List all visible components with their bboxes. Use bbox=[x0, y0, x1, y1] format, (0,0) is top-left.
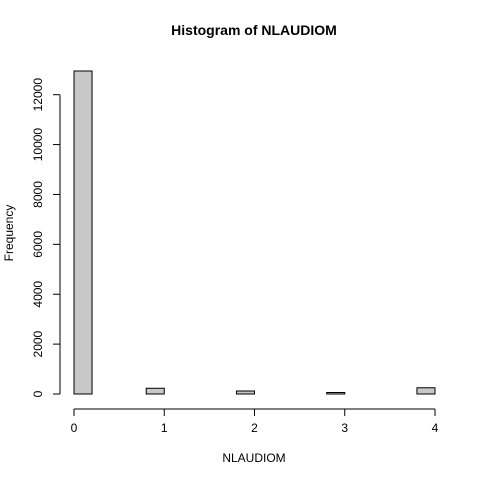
histogram-bar bbox=[145, 387, 165, 395]
y-tick-label: 6000 bbox=[31, 231, 45, 258]
y-tick-label: 0 bbox=[31, 390, 45, 397]
y-axis: 0 2000 4000 6000 8000 10000 12000 bbox=[31, 78, 61, 397]
bars-group bbox=[73, 70, 436, 395]
chart-title: Histogram of NLAUDIOM bbox=[171, 22, 337, 38]
y-tick-label: 4000 bbox=[31, 281, 45, 308]
x-axis: 0 1 2 3 4 bbox=[71, 408, 439, 435]
histogram-bar bbox=[326, 392, 346, 395]
histogram-bar bbox=[235, 390, 255, 395]
x-tick-label: 3 bbox=[341, 421, 348, 435]
y-tick-label: 12000 bbox=[31, 78, 45, 112]
x-tick-label: 2 bbox=[251, 421, 258, 435]
x-tick-label: 4 bbox=[432, 421, 439, 435]
y-tick-label: 10000 bbox=[31, 128, 45, 162]
x-axis-label: NLAUDIOM bbox=[222, 451, 285, 465]
y-axis-label: Frequency bbox=[2, 205, 16, 262]
x-tick-label: 0 bbox=[71, 421, 78, 435]
histogram-bar bbox=[73, 70, 93, 395]
x-tick-label: 1 bbox=[161, 421, 168, 435]
y-tick-label: 8000 bbox=[31, 181, 45, 208]
y-tick-label: 2000 bbox=[31, 330, 45, 357]
histogram-bar bbox=[416, 387, 436, 395]
